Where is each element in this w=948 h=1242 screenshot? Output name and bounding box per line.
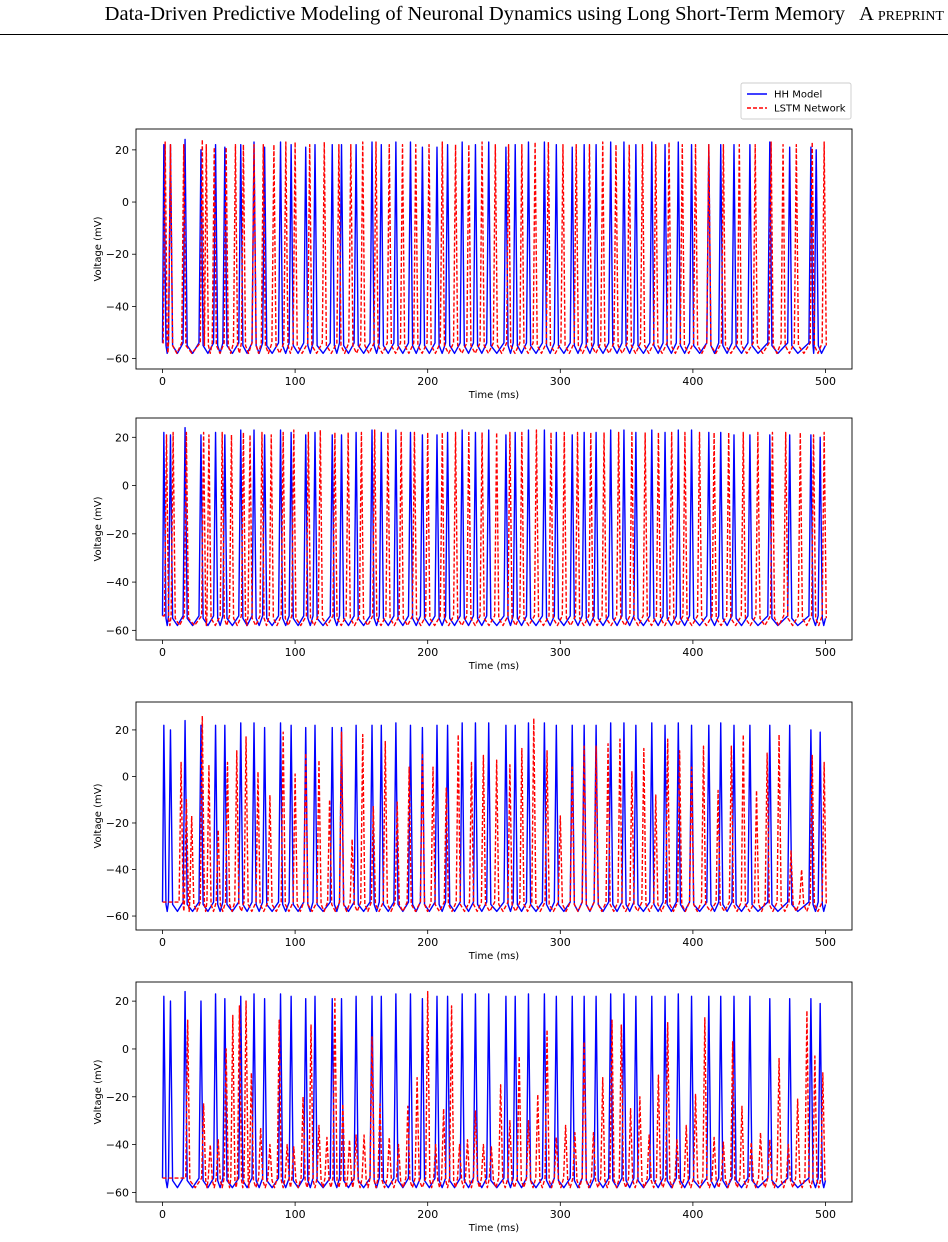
chart-4: 0 100 200 300 400 500 −60 −40 −20 0 20 Time (ms) Vol… <box>93 981 853 1234</box>
legend-label: LSTM Network <box>774 104 846 115</box>
y-axis-label: Voltage (mV) <box>93 216 104 281</box>
lstm-network-line <box>162 429 827 627</box>
y-tick-label: −20 <box>106 528 129 541</box>
y-tick-label: 20 <box>115 995 129 1008</box>
y-tick-label: −60 <box>106 624 129 637</box>
paper-title: Data-Driven Predictive Modeling of Neuro… <box>104 3 846 25</box>
legend: HH Model LSTM Network <box>740 82 852 120</box>
y-axis-label: Voltage (mV) <box>93 496 104 561</box>
y-tick-label: −40 <box>106 576 129 589</box>
x-tick-label: 0 <box>159 375 166 388</box>
y-tick-label: 0 <box>122 196 129 209</box>
x-tick-label: 100 <box>285 375 306 388</box>
y-tick-label: −60 <box>106 1186 129 1199</box>
y-tick-label: 20 <box>115 431 129 444</box>
legend-box <box>740 82 852 120</box>
y-tick-label: 0 <box>122 1043 129 1056</box>
y-tick-label: 0 <box>122 480 129 493</box>
x-tick-label: 300 <box>550 1208 571 1221</box>
x-tick-label: 200 <box>417 1208 438 1221</box>
chart-3: 0 100 200 300 400 500 −60 −40 −20 0 20 Time (ms) Vol… <box>93 701 853 962</box>
x-axis-label: Time (ms) <box>468 951 520 962</box>
page-header: Data-Driven Predictive Modeling of Neuro… <box>0 0 948 35</box>
chart-2: 0 100 200 300 400 500 −60 −40 −20 0 20 Time (ms) Vol… <box>93 417 853 672</box>
plot-frame <box>135 417 853 641</box>
preprint-tag: A preprint <box>859 3 944 25</box>
x-tick-label: 0 <box>159 936 166 949</box>
x-tick-label: 400 <box>682 646 703 659</box>
x-tick-label: 200 <box>417 936 438 949</box>
x-tick-label: 300 <box>550 646 571 659</box>
y-tick-label: 20 <box>115 724 129 737</box>
y-axis-label: Voltage (mV) <box>93 1059 104 1124</box>
lstm-network-line <box>162 990 826 1189</box>
x-axis-label: Time (ms) <box>468 661 520 672</box>
y-tick-label: −40 <box>106 1139 129 1152</box>
y-tick-label: −40 <box>106 300 129 313</box>
x-tick-label: 200 <box>417 646 438 659</box>
x-tick-label: 0 <box>159 646 166 659</box>
lstm-network-line <box>162 138 827 355</box>
chart-1: 0 100 200 300 400 500 −60 −40 −20 0 20 Time (ms) Vol… <box>93 128 853 401</box>
y-axis-label: Voltage (mV) <box>93 783 104 848</box>
x-tick-label: 200 <box>417 375 438 388</box>
y-tick-label: 20 <box>115 144 129 157</box>
y-tick-label: −60 <box>106 910 129 923</box>
legend-label: HH Model <box>774 90 822 101</box>
x-axis-label: Time (ms) <box>468 1223 520 1234</box>
hh-model-line <box>161 719 827 913</box>
x-tick-label: 300 <box>550 936 571 949</box>
x-tick-label: 400 <box>682 1208 703 1221</box>
x-tick-label: 500 <box>815 936 836 949</box>
plot-frame <box>135 128 853 370</box>
y-tick-label: −20 <box>106 1091 129 1104</box>
x-tick-label: 500 <box>815 375 836 388</box>
x-axis-label: Time (ms) <box>468 390 520 401</box>
plot-frame <box>135 981 853 1203</box>
y-tick-label: −40 <box>106 864 129 877</box>
lstm-network-line <box>162 715 827 913</box>
y-tick-label: −20 <box>106 248 129 261</box>
x-tick-label: 400 <box>682 375 703 388</box>
hh-model-line <box>161 426 827 627</box>
plot-frame <box>135 701 853 931</box>
x-tick-label: 300 <box>550 375 571 388</box>
x-tick-label: 0 <box>159 1208 166 1221</box>
y-tick-label: −60 <box>106 353 129 366</box>
y-tick-label: −20 <box>106 817 129 830</box>
x-tick-label: 100 <box>285 936 306 949</box>
x-tick-label: 100 <box>285 1208 306 1221</box>
x-tick-label: 100 <box>285 646 306 659</box>
running-title: Data-Driven Predictive Modeling of Neuro… <box>105 3 944 26</box>
y-tick-label: 0 <box>122 770 129 783</box>
x-tick-label: 400 <box>682 936 703 949</box>
x-tick-label: 500 <box>815 646 836 659</box>
x-tick-label: 500 <box>815 1208 836 1221</box>
